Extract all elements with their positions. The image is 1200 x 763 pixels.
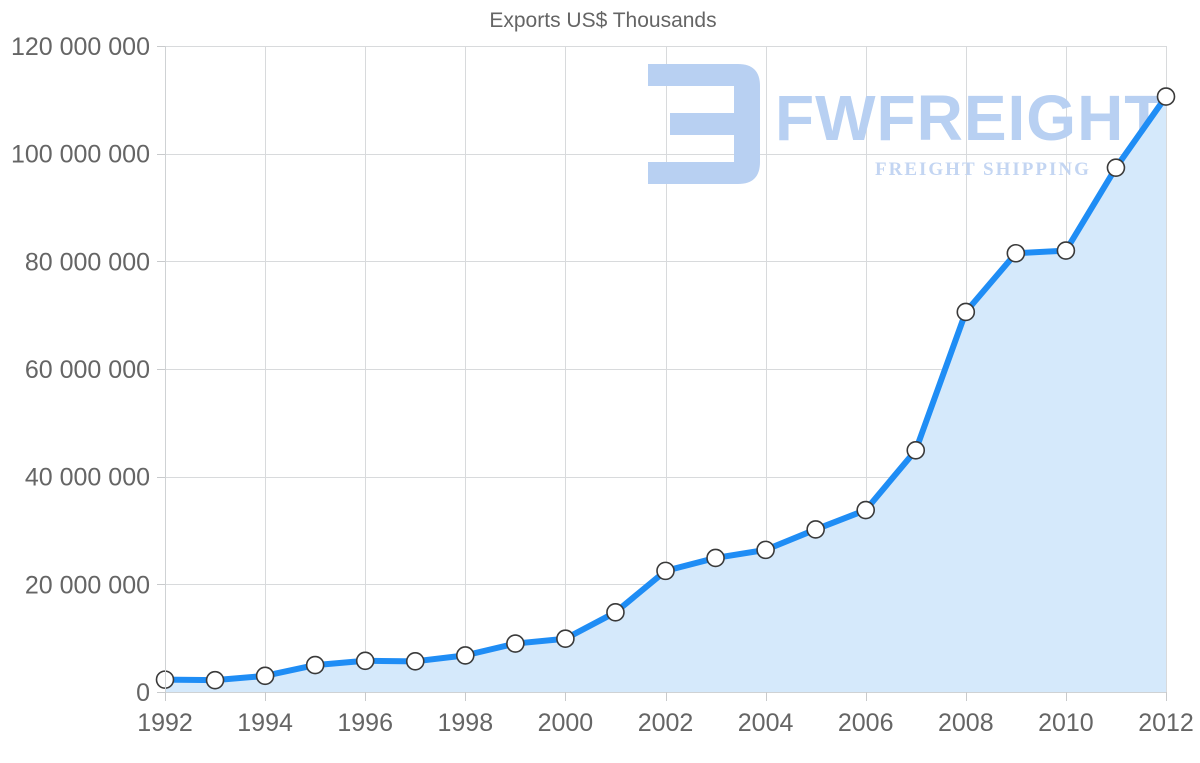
x-axis-tick-label: 2004 bbox=[738, 709, 794, 737]
data-point-marker[interactable]: 2007: 44900000 bbox=[906, 440, 926, 460]
y-axis-tick-label: 120 000 000 bbox=[11, 33, 150, 61]
data-point-marker[interactable]: 2011: 97400000 bbox=[1106, 158, 1126, 177]
data-point-marker[interactable]: 2002: 22500000 bbox=[656, 561, 675, 581]
x-axis-tick-label: 2002 bbox=[638, 709, 694, 737]
data-point-marker[interactable]: 2001: 14800000 bbox=[606, 603, 625, 622]
axes bbox=[157, 46, 1167, 701]
y-axis-tick-label: 40 000 000 bbox=[25, 464, 150, 492]
data-point-marker[interactable]: 1994: 3000000 bbox=[255, 666, 275, 686]
x-axis-tick-label: 1998 bbox=[437, 709, 493, 737]
series-area-fill bbox=[165, 96, 1166, 693]
x-axis-tick-label: 1996 bbox=[337, 709, 393, 737]
x-axis-tick-label: 2000 bbox=[538, 709, 594, 737]
chart-title: Exports US$ Thousands bbox=[489, 9, 716, 32]
x-axis-tick-label: 2006 bbox=[838, 709, 894, 737]
data-point-marker[interactable]: 2012: 110600000 bbox=[1156, 87, 1176, 106]
data-point-marker[interactable]: 1996: 5800000 bbox=[355, 651, 375, 671]
x-axis-tick-label: 1994 bbox=[237, 709, 293, 737]
data-point-marker[interactable]: 2004: 26400000 bbox=[756, 540, 775, 560]
data-point-marker[interactable]: 1993: 2200000 bbox=[205, 670, 225, 690]
y-axis-tick-label: 20 000 000 bbox=[25, 571, 150, 599]
data-point-marker[interactable]: 2003: 24900000 bbox=[706, 548, 725, 568]
data-point-marker[interactable]: 2006: 33800000 bbox=[856, 500, 876, 520]
data-point-marker[interactable]: 1997: 5700000 bbox=[405, 652, 425, 671]
x-axis-tick-label: 2010 bbox=[1038, 709, 1094, 737]
data-point-marker[interactable]: 1995: 5000000 bbox=[305, 655, 325, 675]
data-point-marker[interactable]: 2005: 30200000 bbox=[806, 520, 825, 539]
x-axis-tick-label: 2012 bbox=[1138, 709, 1194, 737]
x-axis-tick-label: 1992 bbox=[137, 709, 193, 737]
y-axis-tick-label: 80 000 000 bbox=[25, 248, 150, 276]
data-point-marker[interactable]: 2008: 70600000 bbox=[956, 302, 976, 322]
logo-e-mark-icon bbox=[648, 64, 760, 184]
watermark-brand-text: FWFREIGHT bbox=[775, 82, 1164, 154]
y-axis-tick-label: 60 000 000 bbox=[25, 356, 150, 384]
x-axis-tick-labels: 1992 1994 1996 1998 2000 2002 2004 2006 2008 2010… bbox=[137, 709, 1194, 737]
watermark-tagline-text: FREIGHT SHIPPING bbox=[875, 159, 1091, 180]
data-point-marker[interactable]: 2010: 82000000 bbox=[1056, 241, 1076, 260]
x-axis-tick-label: 2008 bbox=[938, 709, 994, 737]
data-point-marker[interactable]: 1998: 6800000 bbox=[455, 646, 475, 665]
y-axis-tick-label: 100 000 000 bbox=[11, 141, 150, 169]
data-point-marker[interactable]: 2009: 81500000 bbox=[1006, 243, 1026, 263]
watermark-logo: FWFREIGHT FREIGHT SHIPPING bbox=[648, 64, 1164, 184]
y-axis-tick-label: 0 bbox=[136, 679, 150, 707]
data-point-marker[interactable]: 2000: 9900000 bbox=[556, 629, 575, 649]
data-point-marker[interactable]: 1999: 9000000 bbox=[506, 634, 525, 653]
y-axis-tick-labels: 0 20 000 000 40 000 000 60 000 000 80 000 00… bbox=[11, 33, 150, 707]
